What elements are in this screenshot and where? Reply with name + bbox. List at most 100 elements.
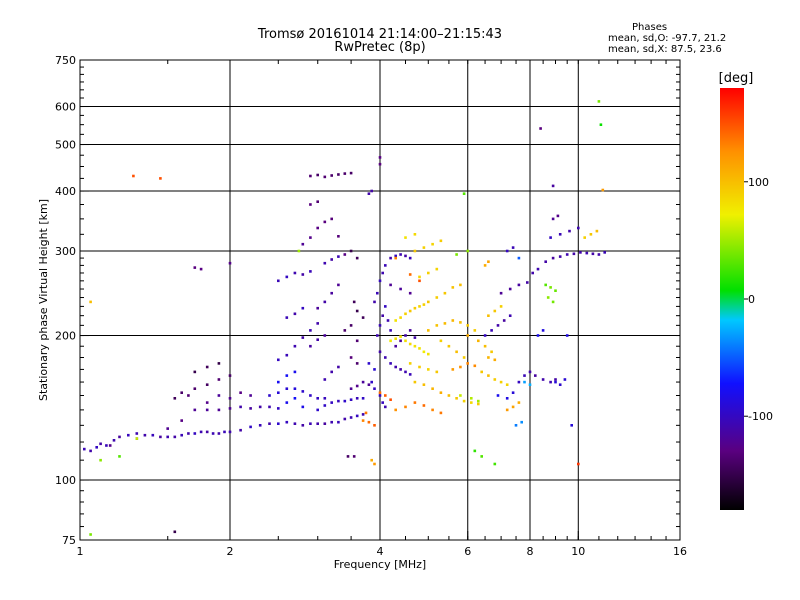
colorbar-ticks: 100 0 -100 [744,176,773,423]
data-point [301,306,305,310]
y-tick-label: 300 [55,245,76,258]
data-point [549,286,552,289]
data-point [384,356,387,359]
data-point [89,449,92,453]
data-point [408,256,412,260]
data-point [367,192,371,195]
data-point [394,344,397,348]
data-point [583,236,586,239]
data-point [95,446,98,449]
data-point [462,356,466,359]
data-point [367,383,371,386]
data-point [330,291,333,295]
data-point [285,401,289,404]
data-point [603,251,606,254]
data-point [381,314,384,317]
x-tick-label: 8 [527,545,534,558]
data-point [431,408,434,412]
data-point [249,407,252,410]
data-point [228,397,232,400]
data-point [399,253,402,256]
data-point [99,458,102,462]
data-point [217,378,221,381]
data-point [549,380,552,384]
data-point [127,433,130,437]
data-point [418,279,421,283]
data-point [301,405,305,409]
data-point [404,405,407,409]
data-point [316,200,319,203]
data-point [404,312,407,316]
data-point [389,398,392,401]
data-point [451,319,455,322]
data-point [384,305,387,308]
data-point [579,251,582,254]
data-point [285,275,289,279]
data-point [258,424,262,427]
data-point [361,380,365,384]
data-point [249,425,252,429]
data-point [135,432,139,435]
y-tick-label: 400 [55,185,76,198]
y-tick-label: 75 [62,534,76,547]
x-tick-label: 4 [377,545,384,558]
data-point [483,264,487,267]
data-point [370,189,373,193]
data-point [511,246,515,249]
axis-ticks: 1 2 4 6 8 10 16 75 100 200 300 400 500 600 750 [55,54,687,558]
data-point [83,447,86,451]
data-point [367,362,371,365]
data-point [293,370,297,374]
colorbar-tick-label: 100 [748,176,769,189]
data-point [459,283,462,287]
data-point [285,387,289,390]
data-point [316,408,319,412]
data-point [132,174,135,178]
data-point [422,246,426,249]
data-point [439,391,443,394]
data-point [466,362,469,365]
data-point [505,249,509,253]
data-point [173,435,177,439]
data-point [459,321,462,324]
data-point [323,300,327,304]
x-tick-label: 6 [464,545,471,558]
data-point [517,256,521,260]
data-point [558,255,562,258]
data-point [364,411,368,415]
data-point [565,253,569,256]
data-point [462,399,466,403]
data-point [505,408,509,412]
data-point [541,378,545,381]
data-point [330,217,333,221]
data-point [455,350,458,354]
data-point [355,397,359,400]
phase-o-stats: mean, sd,O: -97.7, 21.2 [608,33,727,44]
data-point [470,401,473,404]
data-point [378,156,382,159]
data-point [565,334,569,337]
data-point [585,251,589,255]
data-point [563,378,567,381]
data-point [89,533,92,536]
chart-subtitle: RwPretec (8p) [334,40,426,55]
data-point [539,127,542,130]
data-point [309,174,312,178]
data-point [599,123,603,126]
x-tick-label: 2 [227,545,234,558]
data-point [459,394,462,397]
data-point [309,270,312,273]
data-point [389,362,392,365]
data-point [480,455,483,458]
data-point [384,394,387,397]
data-point [544,283,547,287]
data-point [355,339,359,343]
data-point [427,352,430,356]
data-point [337,365,340,369]
data-point [373,387,376,390]
data-point [180,433,183,437]
data-point [528,383,532,386]
data-point [408,373,412,376]
data-point [451,286,455,289]
data-point [337,283,340,287]
